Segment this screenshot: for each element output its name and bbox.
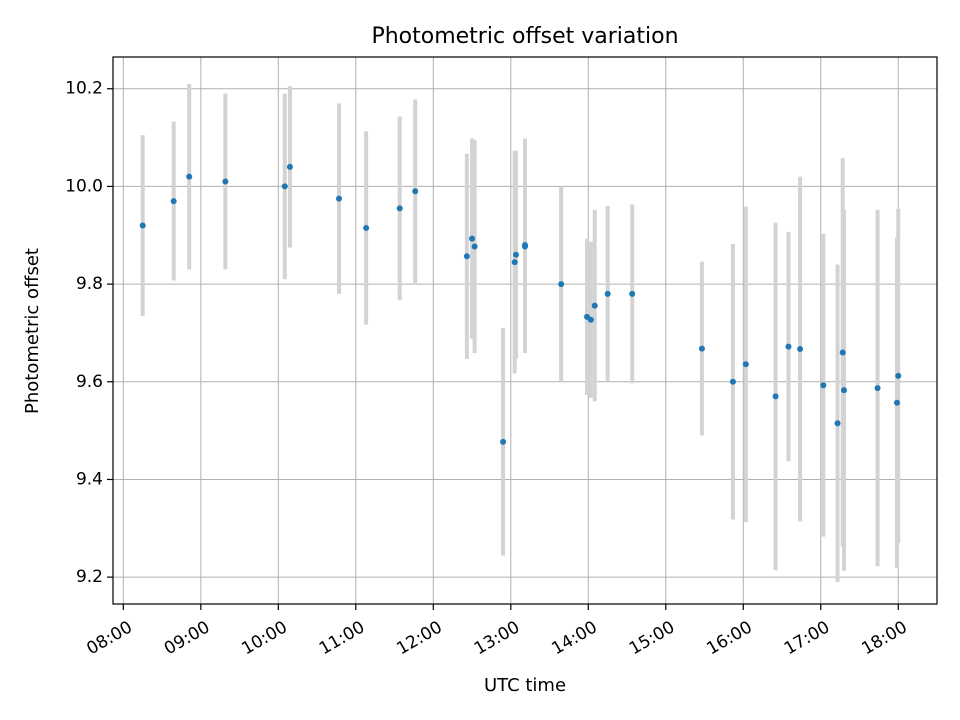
data-point <box>797 346 804 353</box>
data-point <box>522 243 528 250</box>
chart-title: Photometric offset variation <box>371 24 678 49</box>
data-point <box>895 372 902 379</box>
data-point <box>186 173 193 180</box>
data-point <box>729 378 736 385</box>
data-point <box>785 343 792 350</box>
data-point <box>469 235 476 242</box>
data-point <box>512 251 519 258</box>
point-layer <box>139 163 902 445</box>
data-point <box>604 290 611 297</box>
data-point <box>834 420 841 427</box>
data-point <box>591 302 598 309</box>
data-point <box>471 243 478 250</box>
data-point <box>839 349 846 356</box>
data-point <box>222 178 229 185</box>
y-tick-label: 10.2 <box>65 79 103 99</box>
data-point <box>412 188 419 195</box>
data-point <box>893 399 900 406</box>
data-point <box>820 382 827 389</box>
data-point <box>841 387 848 394</box>
data-point <box>629 290 636 297</box>
data-point <box>558 281 565 288</box>
data-point <box>511 259 518 266</box>
data-point <box>742 361 749 368</box>
data-point <box>874 385 881 392</box>
y-tick-label: 9.4 <box>76 469 103 489</box>
data-point <box>587 316 594 323</box>
x-axis-label: UTC time <box>484 675 566 696</box>
y-tick-label: 9.2 <box>76 567 103 587</box>
data-point <box>336 195 343 202</box>
plot-frame <box>112 56 938 605</box>
data-point <box>363 224 370 231</box>
y-tick-label: 10.0 <box>65 176 103 196</box>
data-point <box>281 183 288 190</box>
data-point <box>500 438 507 445</box>
y-tick-label: 9.8 <box>76 274 103 294</box>
data-point <box>139 222 146 229</box>
data-point <box>286 163 293 170</box>
data-point <box>698 345 705 352</box>
y-axis-label: Photometric offset <box>22 248 43 414</box>
data-point <box>463 253 470 260</box>
data-point <box>170 198 177 205</box>
data-point <box>772 393 779 400</box>
data-point <box>396 205 403 212</box>
y-tick-label: 9.6 <box>76 372 103 392</box>
